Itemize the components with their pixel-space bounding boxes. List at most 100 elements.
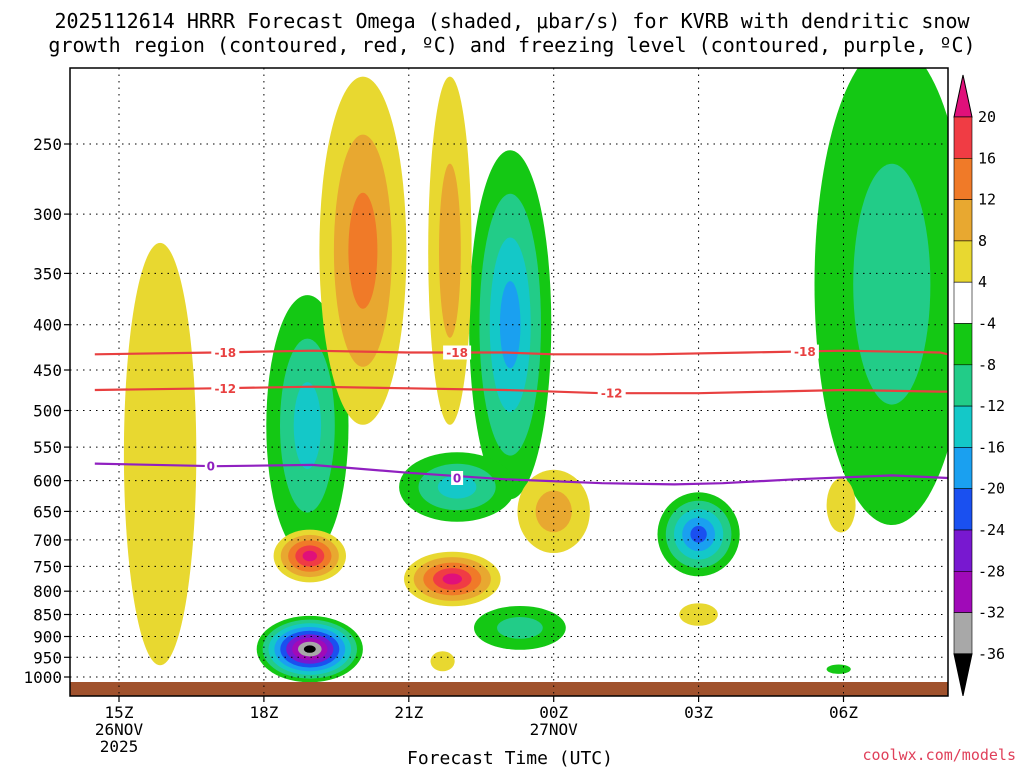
contour-label-bg [451, 471, 464, 485]
omega-level--4 [826, 664, 851, 674]
omega-feature-ascent-mid-03z [657, 492, 740, 577]
contour-label-5: 0 [207, 460, 215, 474]
ground-surface [70, 682, 948, 696]
y-tick-label-300: 300 [33, 205, 62, 224]
colorbar-under-triangle [953, 653, 973, 697]
y-tick-label-1000: 1000 [23, 668, 62, 687]
contour-label-bg [211, 345, 240, 360]
omega-level-4 [123, 242, 197, 666]
colorbar-band-2 [953, 199, 973, 242]
contour-label-2: -18 [794, 345, 816, 359]
chart-title-line1: 2025112614 HRRR Forecast Omega (shaded, … [54, 9, 970, 33]
x-tick-label-15Z-0: 15Z [105, 703, 134, 722]
y-tick-label-400: 400 [33, 316, 62, 335]
y-tick-label-800: 800 [33, 582, 62, 601]
omega-feature-subsidence-column-15z [123, 242, 197, 666]
omega-level--8 [497, 617, 543, 639]
axes: 250 300 350 400 450 500 550 600 650 700 750 800 850 9… [23, 135, 858, 756]
site-credit[interactable]: coolwx.com/models [862, 746, 1016, 764]
omega-level-12 [348, 192, 378, 309]
omega-level-4 [826, 478, 856, 533]
y-tick-label-350: 350 [33, 264, 62, 283]
y-tick-label-950: 950 [33, 648, 62, 667]
x-tick-label-15Z-1: 26NOV [95, 720, 144, 739]
colorbar-label--4: -4 [978, 315, 996, 333]
colorbar-label--12: -12 [978, 397, 1005, 415]
omega-feature-ascent-low-23z [474, 606, 566, 650]
omega-level--16 [499, 281, 521, 369]
y-tick-label-450: 450 [33, 361, 62, 380]
colorbar-band-11 [953, 570, 973, 613]
y-tick-label-500: 500 [33, 402, 62, 421]
plot-frame [69, 67, 949, 697]
colorbar-label--20: -20 [978, 480, 1005, 498]
colorbar-band-3 [953, 240, 973, 283]
omega-level-20 [442, 573, 462, 585]
colorbar-label--32: -32 [978, 604, 1005, 622]
contour-freezing-level [94, 462, 949, 486]
omega-feature-subsidence-small-21z [430, 651, 455, 672]
colorbar-band-8 [953, 447, 973, 489]
omega-feature-ascent-column-18z [266, 295, 349, 557]
y-tick-label-250: 250 [33, 135, 62, 154]
colorbar-band-1 [953, 158, 973, 200]
colorbar-label-16: 16 [978, 149, 996, 167]
colorbar-band-9 [953, 488, 973, 531]
x-tick-label-06Z-0: 06Z [829, 703, 858, 722]
colorbar-band-6 [953, 364, 973, 407]
omega-feature-ascent-core-low-18z [256, 615, 363, 682]
colorbar-band-10 [953, 529, 973, 572]
colorbar-label--16: -16 [978, 438, 1005, 456]
contour-dendritic-top [94, 349, 949, 356]
contour-label-bg [597, 386, 626, 401]
y-tick-label-650: 650 [33, 502, 62, 521]
omega-level--8 [853, 163, 931, 405]
x-tick-label-15Z-2: 2025 [100, 737, 139, 756]
x-tick-label-18Z-0: 18Z [249, 703, 278, 722]
omega-feature-subsidence-low-19z [273, 529, 346, 583]
omega-level--12 [293, 382, 322, 470]
colorbar-label-4: 4 [978, 273, 987, 291]
temperature-contours: -18 -18 -18 -12 -12 0 0 [94, 344, 949, 486]
omega-feature-subsidence-upper-22z [428, 76, 472, 425]
omega-colorbar: 20 16 12 8 4 -4 -8 -12 -16 -20 -24 -28 -32 -36 [953, 74, 1005, 697]
omega-level-4 [430, 651, 455, 672]
y-tick-label-750: 750 [33, 557, 62, 576]
omega-level-8 [439, 163, 461, 338]
omega-feature-ascent-upper-07z [814, 68, 948, 525]
omega-feature-ascent-small-05z [826, 664, 851, 674]
y-tick-label-600: 600 [33, 472, 62, 491]
colorbar-label--8: -8 [978, 356, 996, 374]
y-tick-label-900: 900 [33, 628, 62, 647]
omega-feature-ascent-mid-22z [399, 452, 516, 522]
colorbar-label--28: -28 [978, 562, 1005, 580]
colorbar-label-12: 12 [978, 191, 996, 209]
colorbar-band-4 [953, 281, 973, 324]
contour-label-3: -12 [214, 382, 236, 396]
contour-label-1: -18 [446, 346, 468, 360]
omega-level--20 [690, 525, 707, 543]
grid-lines [70, 68, 948, 696]
colorbar-over-triangle [953, 74, 973, 118]
omega-feature-subsidence-small-06z [826, 478, 856, 533]
contour-label-6: 0 [453, 472, 461, 486]
chart-title-line2: growth region (contoured, red, ºC) and f… [48, 33, 975, 57]
colorbar-band-7 [953, 405, 973, 448]
omega-feature-subsidence-low-22z [404, 551, 501, 607]
x-tick-label-21Z-0: 21Z [394, 703, 423, 722]
colorbar-label-8: 8 [978, 232, 987, 250]
contour-label-0: -18 [214, 346, 236, 360]
colorbar-label--24: -24 [978, 521, 1005, 539]
x-tick-label-00Z-1: 27NOV [530, 720, 579, 739]
omega-level--36 [303, 645, 316, 653]
y-tick-label-700: 700 [33, 531, 62, 550]
x-tick-label-03Z-0: 03Z [684, 703, 713, 722]
colorbar-label-20: 20 [978, 108, 996, 126]
x-tick-label-00Z-0: 00Z [539, 703, 568, 722]
omega-level-20 [302, 550, 317, 562]
colorbar-band-0 [953, 116, 973, 159]
x-axis-label: Forecast Time (UTC) [407, 748, 613, 768]
contour-label-bg [211, 381, 240, 396]
colorbar-band-12 [953, 612, 973, 655]
